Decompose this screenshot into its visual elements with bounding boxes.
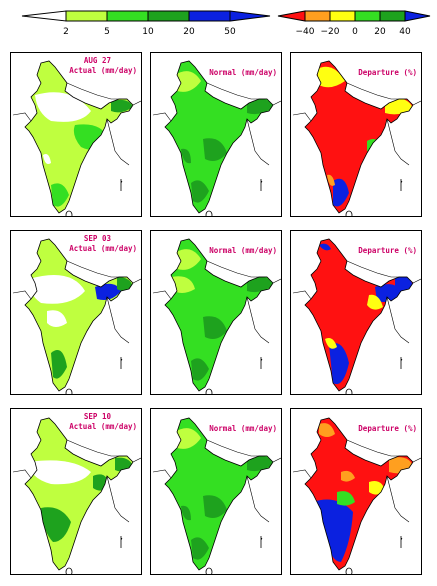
panel-title: Normal (mm/day): [209, 424, 277, 433]
map-normal-row2: [152, 238, 281, 394]
panel-title: Normal (mm/day): [209, 246, 277, 255]
legend-departure-tick: −40: [296, 27, 315, 37]
panel-title: Actual (mm/day): [69, 422, 137, 431]
panel-title: Departure (%): [358, 68, 417, 77]
map-normal-row1: [152, 60, 281, 216]
panel-departure-row2: Departure (%): [290, 230, 422, 395]
legend-actual: 2 5 10 20 50: [21, 10, 271, 37]
legend-bars: 2 5 10 20 50 −40 −20 0 20 40: [21, 10, 431, 37]
map-departure-row1: [292, 60, 421, 216]
panel-title: Normal (mm/day): [209, 68, 277, 77]
panel-title: Actual (mm/day): [69, 244, 137, 253]
legend-departure: −40 −20 0 20 40: [277, 10, 431, 37]
legend-departure-tick: −20: [321, 27, 340, 37]
panel-normal-row1: Normal (mm/day): [150, 52, 282, 217]
panel-actual-row1: AUG 27 Actual (mm/day): [10, 52, 142, 217]
legend-actual-tick: 50: [224, 27, 236, 37]
date-label: SEP 03: [83, 234, 111, 243]
panel-actual-row2: SEP 03 Actual (mm/day): [10, 230, 142, 395]
panel-title: Departure (%): [358, 246, 417, 255]
panel-title: Actual (mm/day): [69, 66, 137, 75]
panel-normal-row2: Normal (mm/day): [150, 230, 282, 395]
panel-departure-row1: Departure (%): [290, 52, 422, 217]
date-label: AUG 27: [83, 56, 111, 65]
panel-title: Departure (%): [358, 424, 417, 433]
legend-actual-tick: 5: [104, 27, 110, 37]
legend-departure-tick: 40: [399, 27, 411, 37]
legend-departure-tick: 0: [352, 27, 358, 37]
map-departure-row2: [292, 238, 421, 394]
legend-actual-tick: 2: [63, 27, 69, 37]
panel-departure-row3: Departure (%): [290, 408, 422, 575]
legend-actual-tick: 20: [183, 27, 195, 37]
map-departure-row3: [292, 417, 421, 574]
panel-actual-row3: SEP 10 Actual (mm/day): [10, 408, 142, 575]
map-actual-row2: [12, 238, 141, 394]
map-normal-row3: [152, 417, 281, 574]
map-actual-row3: [12, 417, 141, 574]
legend-departure-tick: 20: [374, 27, 386, 37]
map-actual-row1: [12, 60, 141, 216]
legend-actual-tick: 10: [142, 27, 154, 37]
date-label: SEP 10: [83, 412, 111, 421]
panel-normal-row3: Normal (mm/day): [150, 408, 282, 575]
